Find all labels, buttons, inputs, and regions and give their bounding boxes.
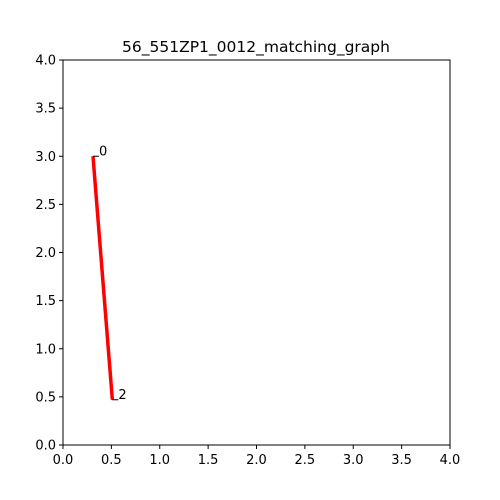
y-tick-label: 4.0 — [35, 54, 56, 69]
plot-frame — [62, 59, 451, 446]
x-tick-label: 1.5 — [198, 453, 219, 468]
y-tick-label: 3.5 — [35, 102, 56, 117]
node-label: 2 — [118, 388, 126, 403]
x-tick-label: 3.5 — [391, 453, 412, 468]
graph-edge — [91, 156, 115, 400]
x-tick-label: 4.0 — [440, 453, 461, 468]
y-tick-label: 3.0 — [35, 150, 56, 165]
y-tick-label: 0.5 — [35, 390, 56, 405]
node-label: 0 — [99, 144, 107, 159]
x-tick-label: 2.0 — [246, 453, 267, 468]
graph-nodes: 02 — [92, 144, 127, 403]
y-tick-label: 2.0 — [35, 246, 56, 261]
x-tick-label: 2.5 — [295, 453, 316, 468]
y-tick-label: 2.5 — [35, 198, 56, 213]
y-tick-label: 1.5 — [35, 294, 56, 309]
x-tick-label: 1.0 — [149, 453, 170, 468]
graph-edges — [91, 156, 115, 400]
chart-title: 56_551ZP1_0012_matching_graph — [122, 38, 390, 57]
x-tick-label: 3.0 — [343, 453, 364, 468]
axes: 0.0 0.5 1.0 1.5 2.0 2.5 3.0 3.5 4.0 0.0 0.5 1.0 1.5 2… — [35, 54, 460, 469]
y-tick-label: 0.0 — [35, 439, 56, 454]
x-tick-label: 0.5 — [101, 453, 122, 468]
y-tick-label: 1.0 — [35, 342, 56, 357]
x-tick-label: 0.0 — [53, 453, 74, 468]
